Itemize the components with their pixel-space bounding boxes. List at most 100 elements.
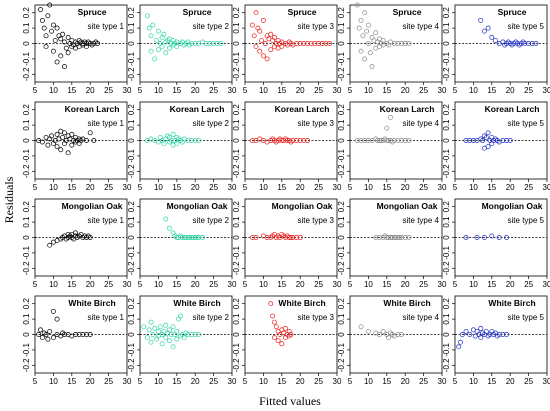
y-tick-label: 0.2 — [337, 298, 346, 310]
residual-point — [463, 328, 469, 334]
y-tick-label: 0.1 — [22, 313, 31, 325]
residual-point — [194, 235, 200, 240]
panel-site-label: site type 2 — [193, 313, 230, 322]
y-tick-label: 0 — [22, 332, 31, 337]
x-tick-label: 20 — [296, 86, 305, 95]
residual-point — [504, 332, 509, 337]
panel-species-title: Mongolian Oak — [272, 201, 333, 211]
residual-point — [323, 41, 329, 46]
residual-point — [384, 138, 390, 143]
residual-point — [522, 41, 528, 46]
x-tick-label: 10 — [154, 86, 163, 95]
y-tick-label: 0.1 — [22, 216, 31, 228]
residual-point — [397, 235, 403, 240]
residual-point — [500, 138, 506, 143]
y-tick-label: -0.2 — [127, 261, 136, 275]
panel-species-title: White Birch — [173, 298, 220, 308]
residual-point — [166, 225, 172, 231]
y-tick-label: 0.2 — [232, 104, 241, 116]
residual-point — [399, 332, 404, 337]
residual-point — [185, 235, 191, 240]
residual-point — [301, 138, 307, 143]
residual-point — [279, 341, 285, 347]
x-tick-label: 10 — [469, 280, 478, 289]
y-tick-label: -0.2 — [442, 261, 451, 275]
residual-point — [65, 50, 71, 56]
y-tick-label: 0 — [127, 235, 136, 240]
residual-point — [393, 235, 399, 240]
residual-point — [61, 130, 67, 136]
residual-point — [155, 328, 161, 334]
y-tick-label: -0.2 — [232, 164, 241, 178]
y-tick-label: -0.2 — [442, 164, 451, 178]
panel-site-label: site type 2 — [193, 119, 230, 128]
x-tick-label: 20 — [191, 280, 200, 289]
residual-point — [319, 41, 325, 46]
x-tick-label: 25 — [524, 183, 533, 192]
residual-point — [260, 53, 266, 59]
y-tick-label: 0.1 — [127, 313, 136, 325]
y-tick-label: 0 — [337, 41, 346, 46]
panel-site-label: site type 2 — [193, 22, 230, 31]
residual-point — [152, 56, 158, 62]
y-tick-label: 0 — [127, 138, 136, 143]
y-tick-label: 0.2 — [232, 7, 241, 19]
residual-point — [192, 332, 198, 337]
panel-site-label: site type 3 — [298, 216, 335, 225]
x-tick-label: 25 — [524, 280, 533, 289]
residual-point — [47, 328, 53, 334]
x-tick-label: 25 — [419, 280, 428, 289]
x-tick-label: 25 — [314, 377, 323, 386]
residual-point — [481, 235, 487, 240]
y-tick-label: 0 — [337, 332, 346, 337]
residual-point — [386, 235, 392, 240]
y-tick-label: 0 — [442, 332, 451, 337]
residual-point — [253, 44, 259, 50]
residual-point — [275, 338, 281, 344]
residual-point — [391, 138, 397, 143]
residual-point — [47, 242, 53, 248]
x-tick-label: 20 — [296, 280, 305, 289]
residual-point — [69, 142, 75, 148]
residual-point — [389, 235, 395, 240]
x-tick-label: 15 — [277, 280, 286, 289]
residual-point — [327, 41, 333, 46]
y-axis-title: Residuals — [2, 176, 16, 223]
y-tick-label: -0.1 — [232, 342, 241, 356]
residual-point — [362, 138, 368, 143]
residual-point — [159, 44, 165, 50]
panel-species-title: Korean Larch — [380, 104, 435, 114]
residual-point — [354, 138, 360, 143]
x-tick-label: 30 — [228, 86, 237, 95]
residual-point — [279, 44, 285, 50]
y-tick-label: -0.1 — [22, 342, 31, 356]
panel: 5 10 15 20 25 30 -0.2 -0.1 0 0.1 0.2 Korean Larch si… — [337, 101, 447, 192]
panel: 5 10 15 20 25 30 -0.2 -0.1 0 0.1 0.2 Korean Larch si… — [442, 101, 550, 192]
panel-site-label: site type 1 — [88, 22, 125, 31]
residual-point — [58, 53, 64, 59]
residual-point — [207, 41, 213, 46]
x-tick-label: 10 — [154, 280, 163, 289]
x-tick-label: 15 — [382, 377, 391, 386]
residual-point — [50, 308, 56, 314]
y-tick-label: -0.1 — [127, 148, 136, 162]
residual-point — [185, 332, 191, 337]
y-tick-label: 0 — [22, 235, 31, 240]
residual-point — [406, 235, 412, 240]
x-tick-label: 20 — [506, 377, 515, 386]
residual-point — [507, 138, 513, 143]
x-tick-label: 30 — [333, 377, 342, 386]
x-tick-label: 25 — [524, 377, 533, 386]
panel-species-title: Korean Larch — [275, 104, 330, 114]
x-tick-label: 15 — [67, 377, 76, 386]
x-tick-label: 5 — [243, 183, 248, 192]
residual-point — [478, 325, 484, 331]
x-tick-label: 5 — [348, 377, 353, 386]
residual-point — [45, 13, 51, 19]
x-tick-label: 20 — [191, 377, 200, 386]
residual-point — [73, 230, 78, 236]
residual-point — [376, 138, 382, 143]
residual-point — [50, 22, 56, 28]
residual-point — [63, 45, 69, 51]
y-tick-label: 0 — [232, 41, 241, 46]
